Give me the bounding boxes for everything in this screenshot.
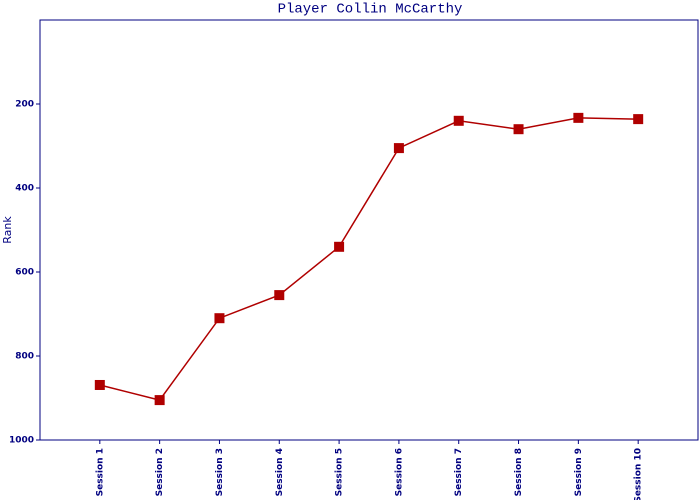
x-tick-label: Session 2 [155, 448, 165, 496]
point [453, 115, 464, 126]
x-tick-label: Session 9 [574, 448, 584, 496]
y-tick-label: 800 [15, 352, 34, 362]
chart-title: Player Collin McCarthy [278, 2, 463, 18]
y-axis-label: Rank [1, 216, 14, 244]
x-tick-label: Session 8 [514, 448, 524, 496]
y-tick-label: 600 [15, 268, 34, 278]
point [633, 114, 644, 125]
point [513, 124, 524, 135]
point [214, 313, 225, 324]
x-tick-label: Session 3 [215, 448, 225, 496]
x-tick-label: Session 7 [454, 448, 464, 496]
x-tick-label: Session 1 [95, 448, 105, 496]
point [573, 112, 584, 123]
y-tick-label: 1000 [9, 436, 34, 446]
series-line [99, 117, 639, 401]
x-tick-label: Session 4 [275, 448, 285, 496]
point [393, 143, 404, 154]
y-tick-label: 400 [15, 184, 34, 194]
point [334, 241, 345, 252]
y-tick-label: 200 [15, 100, 34, 110]
x-tick-label: Session 10 [634, 448, 644, 500]
plot-frame [39, 19, 699, 441]
x-tick-label: Session 5 [335, 448, 345, 496]
point [154, 395, 165, 406]
point [94, 379, 105, 390]
point [274, 290, 285, 301]
x-tick-label: Session 6 [394, 448, 404, 496]
